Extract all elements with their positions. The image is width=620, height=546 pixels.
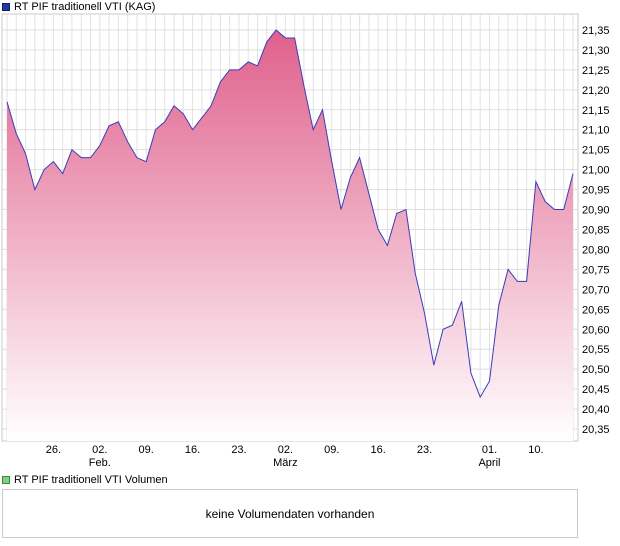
x-tick-label: 01. [482, 444, 497, 456]
x-tick-label: 09. [324, 444, 339, 456]
y-tick-label: 20,45 [582, 384, 610, 396]
y-tick-label: 20,60 [582, 324, 610, 336]
y-tick-label: 21,20 [582, 85, 610, 97]
price-line [6, 29, 574, 399]
legend-volume-swatch [2, 476, 10, 484]
x-tick-label: 16. [185, 444, 200, 456]
x-month-label: Feb. [89, 457, 111, 469]
y-tick-label: 21,35 [582, 25, 610, 37]
y-tick-label: 21,05 [582, 145, 610, 157]
legend-price-label: RT PIF traditionell VTI (KAG) [14, 1, 156, 13]
legend-price-swatch [2, 3, 10, 11]
x-tick-label: 26. [46, 444, 61, 456]
x-tick-label: 23. [231, 444, 246, 456]
y-axis-labels: 21,35 21,30 21,25 21,20 21,15 21,10 21,05 21,00… [582, 25, 610, 436]
y-tick-label: 20,65 [582, 304, 610, 316]
y-tick-label: 20,90 [582, 205, 610, 217]
y-tick-label: 20,95 [582, 185, 610, 197]
y-tick-label: 20,40 [582, 404, 610, 416]
x-tick-label: 02. [92, 444, 107, 456]
y-tick-label: 21,15 [582, 105, 610, 117]
x-tick-label: 16. [370, 444, 385, 456]
legend-volume: RT PIF traditionell VTI Volumen [2, 473, 168, 487]
x-tick-label: 02. [278, 444, 293, 456]
y-tick-label: 20,70 [582, 284, 610, 296]
volume-panel: keine Volumendaten vorhanden [2, 489, 578, 538]
y-tick-label: 21,00 [582, 165, 610, 177]
x-tick-label: 10. [528, 444, 543, 456]
legend-price: RT PIF traditionell VTI (KAG) [2, 0, 155, 14]
y-tick-label: 21,25 [582, 65, 610, 77]
x-tick-label: 23. [417, 444, 432, 456]
price-area [7, 29, 573, 442]
y-tick-label: 20,35 [582, 424, 610, 436]
x-month-label: März [273, 457, 297, 469]
volume-empty-message: keine Volumendaten vorhanden [205, 507, 375, 521]
y-tick-label: 20,55 [582, 344, 610, 356]
legend-volume-label: RT PIF traditionell VTI Volumen [14, 474, 168, 486]
y-tick-label: 20,85 [582, 224, 610, 236]
y-tick-label: 21,10 [582, 125, 610, 137]
y-tick-label: 20,50 [582, 364, 610, 376]
y-tick-label: 20,80 [582, 244, 610, 256]
y-tick-label: 21,30 [582, 45, 610, 57]
x-tick-label: 09. [139, 444, 154, 456]
y-tick-label: 20,75 [582, 264, 610, 276]
x-month-label: April [478, 457, 500, 469]
